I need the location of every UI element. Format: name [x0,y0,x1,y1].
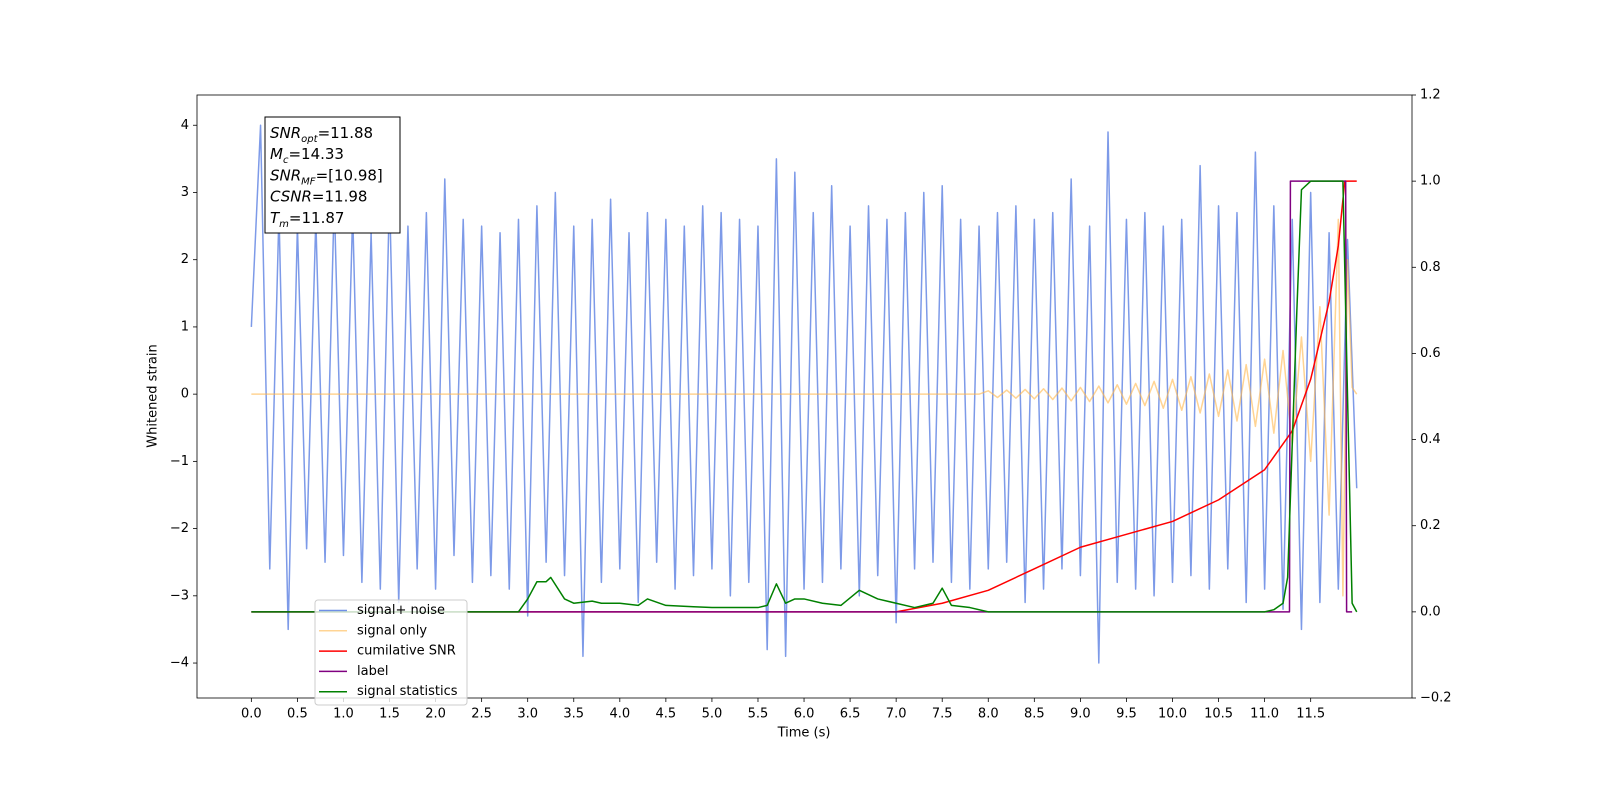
annotation-line: Mc=14.33 [270,145,344,166]
x-tick-label: 1.0 [333,707,354,722]
annotation-symbol: SNR [270,166,301,184]
legend-label: signal+ noise [357,603,445,618]
legend-label: cumilative SNR [357,644,456,659]
annotation-subscript: opt [301,134,318,145]
y-tick-label: −3 [170,588,189,603]
y-axis-label: Whitened strain [146,344,161,447]
y-tick-label: −1 [170,454,189,469]
x-tick-label: 11.0 [1250,707,1279,722]
x-tick-label: 3.0 [517,707,538,722]
annotation-symbol: M [270,145,283,163]
y-tick-label: −2 [170,521,189,536]
y2-tick-label: 0.0 [1420,604,1441,619]
x-tick-label: 10.0 [1158,707,1187,722]
x-tick-label: 0.0 [241,707,262,722]
x-tick-label: 4.5 [656,707,677,722]
x-tick-label: 6.5 [840,707,861,722]
x-tick-label: 3.5 [563,707,584,722]
y-tick-label: 1 [181,319,189,334]
y2-tick-label: 1.0 [1420,174,1441,189]
series-line [251,218,1358,597]
annotation-line: SNRopt=11.88 [270,124,373,145]
x-tick-label: 5.0 [702,707,723,722]
x-tick-label: 0.5 [287,707,308,722]
x-tick-label: 6.0 [794,707,815,722]
y2-tick-label: 0.6 [1420,346,1441,361]
x-tick-label: 2.0 [425,707,446,722]
series-line [250,124,1358,664]
x-tick-label: 7.0 [886,707,907,722]
x-tick-label: 4.0 [609,707,630,722]
annotation-subscript: m [279,218,289,229]
y-tick-label: 0 [181,387,189,402]
legend-label: signal only [357,623,427,638]
legend: signal+ noise signal only cumilative SNR la… [314,599,468,706]
legend-label: label [357,664,388,679]
y-tick-label: −4 [170,656,189,671]
annotation-symbol: CSNR [270,187,312,205]
x-tick-label: 9.5 [1116,707,1137,722]
series-line [251,180,1358,613]
x-tick-label: 1.5 [379,707,400,722]
y2-tick-label: 0.2 [1420,518,1441,533]
annotation-value: =11.98 [312,187,368,205]
x-tick-label: 2.5 [471,707,492,722]
annotation-line: SNRMF=[10.98] [270,166,383,187]
annotation-value: =11.87 [289,208,345,226]
y2-tick-label: 0.4 [1420,432,1441,447]
x-axis-label: Time (s) [777,726,831,741]
x-tick-label: 9.0 [1070,707,1091,722]
y2-tick-label: −0.2 [1420,691,1452,706]
annotation-subscript: c [283,155,289,166]
annotation-value: =11.88 [318,124,374,142]
plot-area [250,124,1358,664]
legend-frame [314,599,468,706]
annotation-subscript: MF [301,176,316,187]
annotation-symbol: SNR [270,124,301,142]
y-tick-label: 3 [181,185,189,200]
x-tick-label: 11.5 [1296,707,1325,722]
annotation-value: =[10.98] [316,166,383,184]
annotation-line: Tm=11.87 [270,208,344,229]
y2-tick-label: 1.2 [1420,88,1441,103]
legend-label: signal statistics [357,684,458,699]
annotation-frame [264,116,401,234]
annotation-value: =14.33 [288,145,344,163]
x-tick-label: 5.5 [748,707,769,722]
annotation-symbol: T [270,208,281,226]
x-tick-label: 8.0 [978,707,999,722]
x-tick-label: 10.5 [1204,707,1233,722]
x-tick-label: 8.5 [1024,707,1045,722]
y-tick-label: 2 [181,252,189,267]
y2-tick-label: 0.8 [1420,260,1441,275]
annotation-box: SNRopt=11.88Mc=14.33SNRMF=[10.98]CSNR=11… [264,116,401,234]
axes-frame [196,94,1413,699]
annotation-line: CSNR=11.98 [270,187,367,205]
x-tick-label: 7.5 [932,707,953,722]
y-tick-label: 4 [181,118,189,133]
series-line [251,180,1357,613]
